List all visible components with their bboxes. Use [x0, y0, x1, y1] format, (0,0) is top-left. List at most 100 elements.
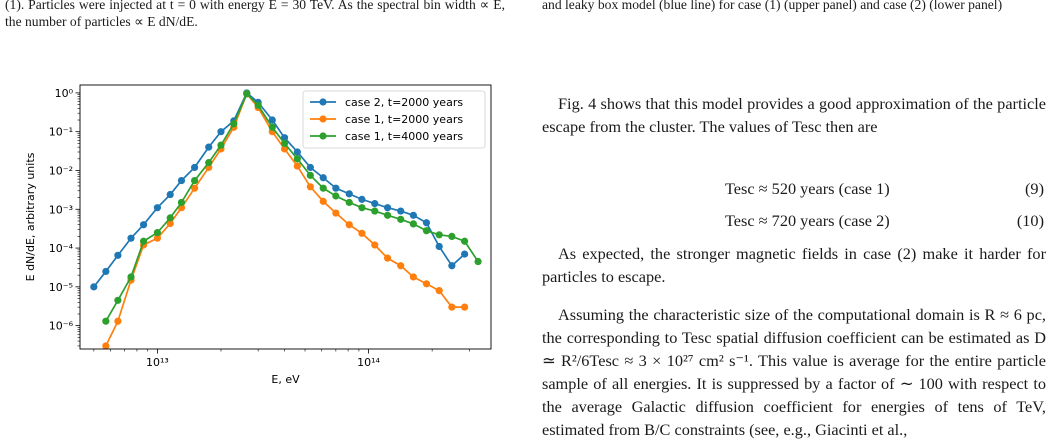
- data-point: [217, 141, 225, 149]
- data-point: [90, 283, 98, 291]
- data-point: [319, 184, 327, 192]
- data-point: [268, 116, 276, 124]
- data-point: [268, 123, 276, 131]
- data-point: [383, 204, 392, 212]
- equation-10-number: (10): [1016, 211, 1044, 230]
- data-point: [114, 296, 122, 304]
- data-point: [306, 183, 314, 191]
- data-point: [280, 134, 289, 142]
- legend-box: [302, 90, 486, 149]
- data-point: [280, 139, 289, 147]
- legend-label: case 1, t=4000 years: [345, 130, 463, 143]
- data-point: [358, 204, 366, 212]
- plot-frame: [79, 84, 492, 350]
- y-tick-label: 10⁰: [55, 87, 74, 100]
- legend-marker: [319, 98, 327, 106]
- data-point: [153, 234, 161, 242]
- data-point: [190, 184, 199, 192]
- data-point: [397, 215, 405, 223]
- data-point: [166, 190, 174, 199]
- data-point: [383, 254, 392, 262]
- data-point: [306, 171, 314, 179]
- data-point: [127, 234, 135, 242]
- y-tick-label: 10⁻²: [49, 164, 73, 177]
- data-point: [332, 209, 340, 217]
- legend-marker: [319, 115, 327, 123]
- data-point: [306, 163, 314, 172]
- data-point: [102, 317, 110, 325]
- data-point: [230, 120, 238, 128]
- data-point: [153, 229, 161, 237]
- equation-9: Tesc ≈ 520 years (case 1) (9): [542, 177, 1046, 199]
- data-point: [383, 211, 392, 219]
- equation-9-number: (9): [1025, 179, 1044, 198]
- data-point: [461, 303, 469, 311]
- y-tick-label: 10⁻¹: [49, 126, 73, 139]
- legend-label: case 2, t=2000 years: [345, 96, 463, 109]
- data-point: [422, 280, 431, 288]
- paragraph-magnetic-fields: As expected, the stronger magnetic field…: [542, 244, 1046, 286]
- data-point: [280, 145, 289, 153]
- data-point: [205, 143, 213, 151]
- data-point: [332, 192, 340, 200]
- data-point: [474, 257, 482, 266]
- data-point: [409, 211, 417, 219]
- energy-spectrum-chart: 10¹³ 10¹⁴ 10⁰ 10⁻¹ 10⁻² 10⁻³ 10⁻⁴ 10⁻⁵ 10⁻⁶ E, eV…: [24, 84, 492, 386]
- data-point: [422, 227, 431, 235]
- y-axis-label: E dN/dE, arbitrary units: [24, 152, 37, 281]
- legend-label: case 1, t=2000 years: [345, 113, 463, 126]
- left-column: (1). Particles were injected at t = 0 wi…: [0, 0, 512, 431]
- x-tick-label: 10¹⁴: [357, 356, 380, 369]
- data-point: [448, 303, 456, 311]
- data-point: [319, 174, 327, 182]
- data-point: [139, 221, 148, 229]
- figure-caption-right: and leaky box model (blue line) for case…: [542, 0, 1003, 12]
- data-point: [397, 262, 405, 270]
- data-point: [254, 101, 262, 109]
- data-point: [205, 158, 213, 167]
- data-point: [217, 128, 225, 136]
- data-point: [139, 237, 148, 245]
- x-tick-label: 10¹³: [146, 356, 169, 369]
- data-point: [190, 176, 199, 185]
- data-point: [422, 219, 431, 227]
- data-point: [371, 241, 379, 249]
- data-point: [345, 198, 353, 207]
- data-point: [177, 198, 186, 207]
- y-tick-label: 10⁻³: [49, 203, 73, 216]
- data-point: [153, 204, 161, 212]
- legend-marker: [319, 132, 327, 140]
- data-point: [358, 195, 366, 203]
- figure-caption-left: (1). Particles were injected at t = 0 wi…: [5, 0, 505, 29]
- data-point: [461, 250, 469, 258]
- paragraph-model-approximation: Fig. 4 shows that this model provides a …: [542, 94, 1046, 136]
- data-point: [448, 262, 456, 270]
- right-column: and leaky box model (blue line) for case…: [542, 0, 1047, 439]
- data-point: [435, 231, 443, 239]
- y-tick-label: 10⁻⁴: [49, 242, 74, 255]
- data-point: [397, 207, 405, 215]
- data-point: [190, 163, 199, 172]
- data-point: [166, 219, 174, 228]
- y-tick-label: 10⁻⁶: [49, 320, 74, 333]
- y-tick-label: 10⁻⁵: [49, 281, 73, 294]
- equation-9-text: Tesc ≈ 520 years (case 1): [725, 179, 890, 198]
- data-point: [114, 317, 122, 325]
- data-point: [371, 207, 379, 215]
- paragraph-diffusion-coefficient: Assuming the characteristic size of the …: [542, 305, 1046, 439]
- data-point: [102, 267, 110, 276]
- data-point: [371, 200, 379, 208]
- data-point: [293, 155, 301, 163]
- data-point: [127, 273, 135, 281]
- data-point: [435, 287, 443, 295]
- data-point: [102, 342, 110, 349]
- data-point: [358, 229, 366, 237]
- data-point: [332, 184, 340, 192]
- data-point: [166, 214, 174, 222]
- data-point: [177, 176, 186, 185]
- x-axis-label: E, eV: [271, 373, 300, 386]
- data-point: [114, 251, 122, 259]
- data-point: [293, 148, 301, 156]
- data-point: [435, 242, 443, 251]
- data-point: [409, 273, 417, 281]
